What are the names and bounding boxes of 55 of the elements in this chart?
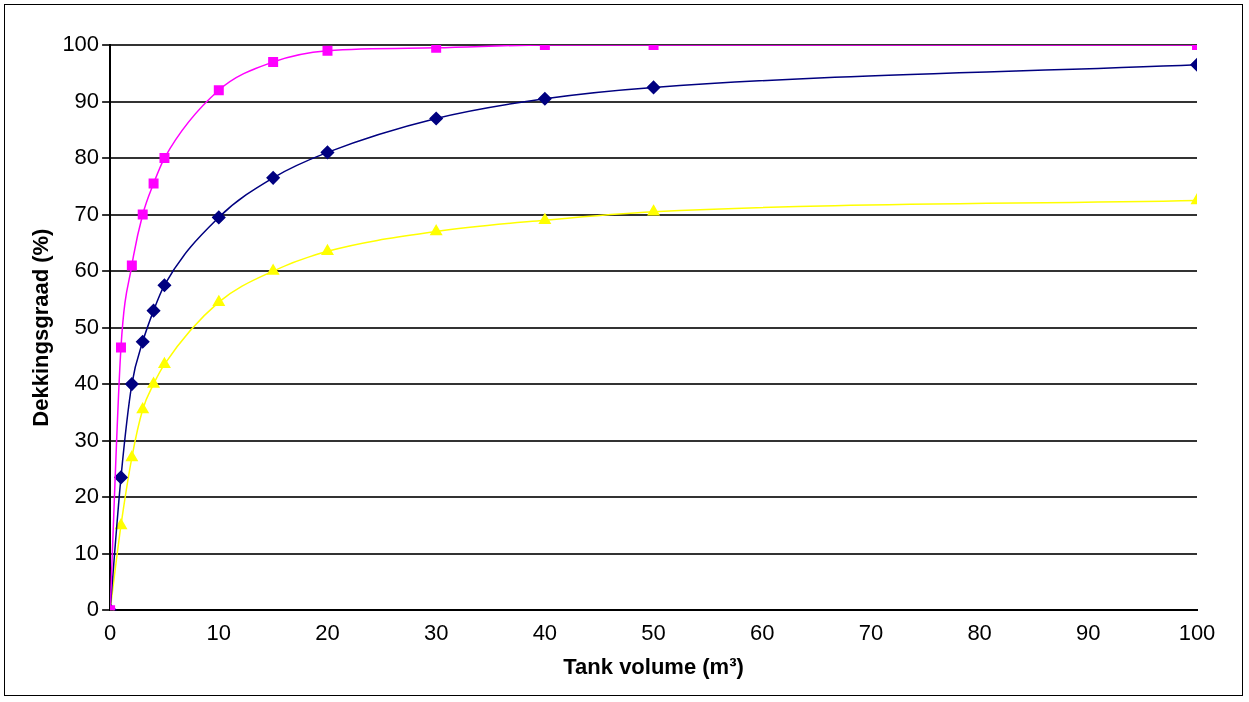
point <box>136 402 149 414</box>
y-tick-label: 30 <box>74 426 100 452</box>
y-tick-label: 70 <box>74 200 100 226</box>
point <box>647 204 660 216</box>
point <box>135 334 150 349</box>
x-axis-title: Tank volume (m³) <box>563 653 744 679</box>
point <box>268 56 279 67</box>
point <box>538 213 551 224</box>
point <box>646 80 661 95</box>
point <box>114 470 128 485</box>
point <box>147 377 160 388</box>
point <box>146 303 161 318</box>
point <box>125 450 138 462</box>
point <box>115 518 127 530</box>
point <box>148 178 159 189</box>
y-tick-label: 20 <box>74 483 100 509</box>
point <box>431 45 442 53</box>
point <box>137 209 148 220</box>
point <box>157 278 172 292</box>
point <box>158 357 171 369</box>
point <box>429 111 443 126</box>
point <box>159 153 170 164</box>
x-tick-label: 30 <box>423 620 449 646</box>
y-axis-title: Dekkingsgraad (%) <box>28 228 54 427</box>
y-tick-label: 10 <box>74 539 100 565</box>
point <box>213 85 224 96</box>
y-tick-label: 40 <box>74 370 100 396</box>
x-tick-label: 80 <box>967 620 992 646</box>
point <box>266 171 280 185</box>
x-tick-label: 100 <box>1178 620 1216 646</box>
x-tick-label: 10 <box>206 620 232 646</box>
x-tick-label: 50 <box>641 620 666 646</box>
y-tick-label: 90 <box>74 87 100 113</box>
point <box>538 91 552 106</box>
point <box>267 264 280 275</box>
y-tick-label: 60 <box>74 257 100 283</box>
y-tick-label: 50 <box>74 313 100 339</box>
y-tick-label: 0 <box>86 596 100 622</box>
x-tick-label: 60 <box>750 620 775 646</box>
point <box>322 45 333 56</box>
x-tick-label: 90 <box>1076 620 1101 646</box>
point <box>430 224 443 236</box>
y-tick-label: 80 <box>74 144 100 170</box>
point <box>115 342 126 353</box>
point <box>212 210 226 225</box>
x-tick-label: 20 <box>315 620 340 646</box>
x-tick-label: 70 <box>858 620 884 646</box>
point <box>126 260 137 271</box>
point <box>125 377 139 391</box>
point <box>321 244 334 256</box>
y-tick-label: 100 <box>62 31 100 57</box>
point <box>320 145 335 160</box>
x-tick-label: 40 <box>532 620 558 646</box>
x-tick-label: 0 <box>103 620 117 646</box>
point <box>212 295 225 306</box>
